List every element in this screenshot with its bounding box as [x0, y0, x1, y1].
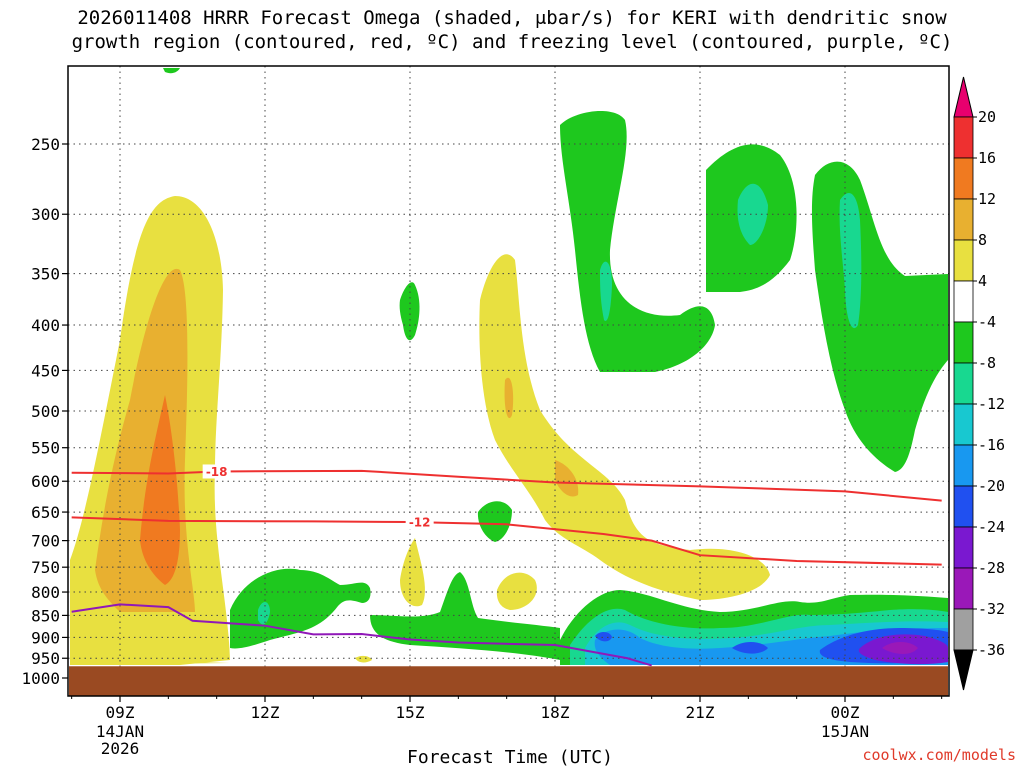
- contour-label-bg: [405, 515, 434, 530]
- contour-lines: -18 -12: [71, 464, 942, 667]
- omega-region-magenta-low: [882, 642, 918, 654]
- omega-region-green-top-early: [163, 68, 180, 74]
- colorbar-swatch: [953, 608, 974, 651]
- colorbar-label: 4: [978, 272, 987, 290]
- y-tick-label: 400: [31, 316, 60, 335]
- title-line-1: 2026011408 HRRR Forecast Omega (shaded, …: [77, 7, 947, 29]
- x-tick-label: 09Z: [106, 703, 135, 722]
- y-tick-label: 450: [31, 361, 60, 380]
- title-line-2: growth region (contoured, red, ºC) and f…: [71, 31, 953, 53]
- omega-region-orange-mid: [504, 377, 514, 419]
- y-tick-label: 1000: [21, 669, 60, 688]
- contour-label: -18: [206, 465, 228, 479]
- chart-title: 2026011408 HRRR Forecast Omega (shaded, …: [0, 6, 1024, 54]
- omega-region-yellow-17z: [496, 572, 537, 610]
- x-tick-sublabel: 14JAN: [96, 722, 144, 741]
- omega-region-green-low-b: [370, 572, 560, 660]
- x-tick-sublabel: 15JAN: [821, 722, 869, 741]
- colorbar-label: 16: [978, 149, 996, 167]
- y-tick-label: 350: [31, 265, 60, 284]
- colorbar-swatch: [953, 157, 974, 200]
- y-tick-label: 950: [31, 649, 60, 668]
- x-tick-label: 00Z: [831, 703, 860, 722]
- y-tick-label: 600: [31, 472, 60, 491]
- plot-frame: [67, 65, 950, 697]
- omega-region-yellow-low: [70, 630, 230, 665]
- contour-line: [71, 469, 942, 502]
- omega-region-darkblue-low-a: [595, 631, 612, 642]
- colorbar-swatch: [953, 239, 974, 282]
- omega-region-yellow-15z: [400, 538, 425, 607]
- colorbar-label: -8: [978, 354, 996, 372]
- colorbar: 20 16 12 8 4 -4 -8 -12 -16 -20 -24 -28 -32 -36: [953, 76, 1005, 691]
- x-tick-label: 18Z: [541, 703, 570, 722]
- contour-label: -12: [409, 516, 431, 530]
- credit-text: coolwx.com/models: [862, 746, 1016, 764]
- y-tick-label: 750: [31, 558, 60, 577]
- x-tick-label: 21Z: [686, 703, 715, 722]
- colorbar-swatch: [953, 567, 974, 610]
- omega-region-green-upper-c: [811, 161, 948, 472]
- colorbar-swatch: [953, 403, 974, 446]
- x-tick-label: 15Z: [396, 703, 425, 722]
- colorbar-label: -12: [978, 395, 1005, 413]
- omega-region-green-upper-a: [560, 110, 715, 373]
- omega-region-orange-mid-2: [555, 460, 579, 497]
- colorbar-label: -24: [978, 518, 1005, 536]
- omega-region-darkblue-low-b: [732, 642, 768, 654]
- omega-region-dark-orange-early: [140, 395, 180, 585]
- omega-region-teal-low-a: [258, 601, 270, 625]
- grid-lines: [68, 66, 949, 696]
- colorbar-swatch: [953, 444, 974, 487]
- colorbar-swatch: [953, 116, 974, 159]
- ground-surface: [69, 666, 948, 696]
- y-tick-label: 500: [31, 402, 60, 421]
- colorbar-label: -28: [978, 559, 1005, 577]
- contour-line: [71, 516, 942, 566]
- y-tick-label: 850: [31, 606, 60, 625]
- omega-region-yellow-mid: [479, 254, 770, 601]
- colorbar-swatch: [953, 485, 974, 528]
- y-tick-label: 800: [31, 583, 60, 602]
- colorbar-label: -4: [978, 313, 996, 331]
- colorbar-swatch: [953, 198, 974, 241]
- x-tick-label: 12Z: [251, 703, 280, 722]
- x-tick-sublabel: 2026: [101, 739, 140, 758]
- x-axis-title: Forecast Time (UTC): [407, 747, 613, 768]
- omega-region-green-400-15z: [399, 282, 420, 341]
- colorbar-swatch: [953, 321, 974, 364]
- omega-shading: [70, 68, 948, 665]
- colorbar-swatch: [953, 280, 974, 323]
- omega-region-green-mid-17z: [477, 501, 512, 542]
- y-axis: 250 300 350 400 450 500 550 600 650 700 750 800 850 9…: [21, 135, 68, 688]
- omega-region-teal-upper-b: [737, 183, 768, 245]
- y-tick-label: 700: [31, 532, 60, 551]
- colorbar-swatch: [953, 526, 974, 569]
- y-tick-label: 250: [31, 135, 60, 154]
- colorbar-label: -16: [978, 436, 1005, 454]
- colorbar-label: 8: [978, 231, 987, 249]
- colorbar-label: -32: [978, 600, 1005, 618]
- y-tick-label: 550: [31, 439, 60, 458]
- omega-region-teal-upper-a: [600, 261, 612, 321]
- y-tick-label: 300: [31, 205, 60, 224]
- y-tick-label: 650: [31, 503, 60, 522]
- contour-label-bg: [202, 464, 231, 479]
- colorbar-swatch: [953, 362, 974, 405]
- contour-line: [71, 603, 652, 667]
- omega-region-green-low-a: [230, 568, 371, 649]
- colorbar-label: 20: [978, 108, 996, 126]
- colorbar-bottom-arrow: [953, 649, 974, 691]
- colorbar-top-arrow: [953, 76, 974, 118]
- colorbar-label: -20: [978, 477, 1005, 495]
- colorbar-label: -36: [978, 641, 1005, 659]
- colorbar-label: 12: [978, 190, 996, 208]
- omega-region-yellow-1430z: [355, 655, 372, 663]
- y-tick-label: 900: [31, 628, 60, 647]
